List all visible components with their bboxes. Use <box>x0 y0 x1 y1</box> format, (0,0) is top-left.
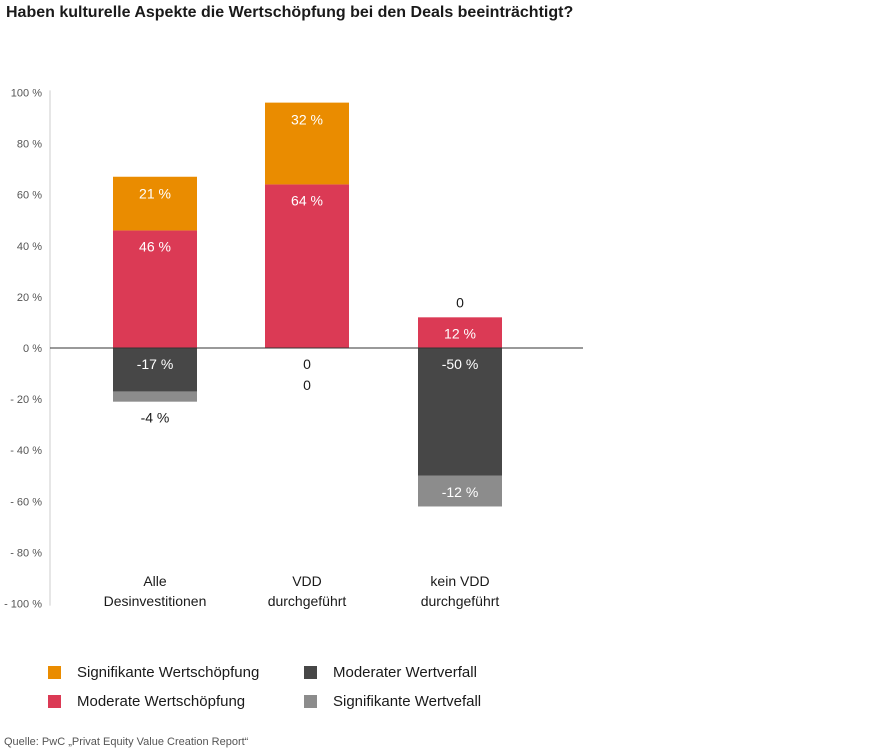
legend-label: Moderate Wertschöpfung <box>77 693 246 710</box>
y-tick-label: 40 % <box>17 241 42 253</box>
data-label: -4 % <box>141 410 170 426</box>
data-label: 21 % <box>139 186 171 202</box>
legend-item-significant-loss: Signifikante Wertvefall <box>304 693 481 710</box>
data-label: 46 % <box>139 238 171 254</box>
y-tick-label: 20 % <box>17 292 42 304</box>
source-note: Quelle: PwC „Privat Equity Value Creatio… <box>4 736 249 748</box>
legend-item-moderate-loss: Moderater Wertverfall <box>304 664 477 681</box>
bar-segment <box>113 348 197 392</box>
bar-segment <box>418 317 502 348</box>
data-label: 32 % <box>291 112 323 128</box>
y-tick-label: 100 % <box>11 87 42 99</box>
bar-segment <box>265 184 349 348</box>
data-label: 64 % <box>291 192 323 208</box>
legend-swatch <box>48 695 61 708</box>
legend-label: Moderater Wertverfall <box>333 664 477 681</box>
x-category-label: durchgeführt <box>268 593 347 609</box>
bar-segment <box>418 475 502 507</box>
y-tick-label: - 60 % <box>10 496 42 508</box>
legend: Signifikante Wertschöpfung Moderater Wer… <box>48 660 568 720</box>
bar-segment <box>113 176 197 231</box>
bar-segment <box>113 230 197 348</box>
x-category-label: Desinvestitionen <box>104 593 207 609</box>
bar-segment <box>265 102 349 185</box>
x-category-label: kein VDD <box>430 573 489 589</box>
y-tick-label: 60 % <box>17 190 42 202</box>
bar-segment <box>418 348 502 476</box>
y-tick-label: 80 % <box>17 139 42 151</box>
y-tick-label: - 100 % <box>4 599 42 611</box>
data-label: -12 % <box>442 484 479 500</box>
legend-label: Signifikante Wertschöpfung <box>77 664 260 681</box>
y-tick-label: - 40 % <box>10 445 42 457</box>
legend-swatch <box>48 666 61 679</box>
legend-swatch <box>304 666 317 679</box>
data-label: 0 <box>303 377 311 393</box>
chart-title: Haben kulturelle Aspekte die Wertschöpfu… <box>6 4 574 21</box>
stacked-bar-chart: 100 % 80 % 60 % 40 % 20 % 0 % - 20 % - 40 % - 60… <box>4 87 583 611</box>
x-category-label: Alle <box>143 573 167 589</box>
bar-segment <box>113 391 197 402</box>
x-category-label: VDD <box>292 573 322 589</box>
y-tick-label: - 20 % <box>10 394 42 406</box>
x-category-label: durchgeführt <box>421 593 500 609</box>
data-label: -17 % <box>137 356 174 372</box>
legend-item-significant-creation: Signifikante Wertschöpfung <box>48 664 259 681</box>
data-label: 12 % <box>444 325 476 341</box>
legend-swatch <box>304 695 317 708</box>
data-label: 0 <box>303 356 311 372</box>
data-label: -50 % <box>442 356 479 372</box>
y-tick-label: 0 % <box>23 343 42 355</box>
legend-label: Signifikante Wertvefall <box>333 693 482 710</box>
legend-item-moderate-creation: Moderate Wertschöpfung <box>48 693 245 710</box>
data-label: 0 <box>456 294 464 310</box>
y-tick-label: - 80 % <box>10 547 42 559</box>
